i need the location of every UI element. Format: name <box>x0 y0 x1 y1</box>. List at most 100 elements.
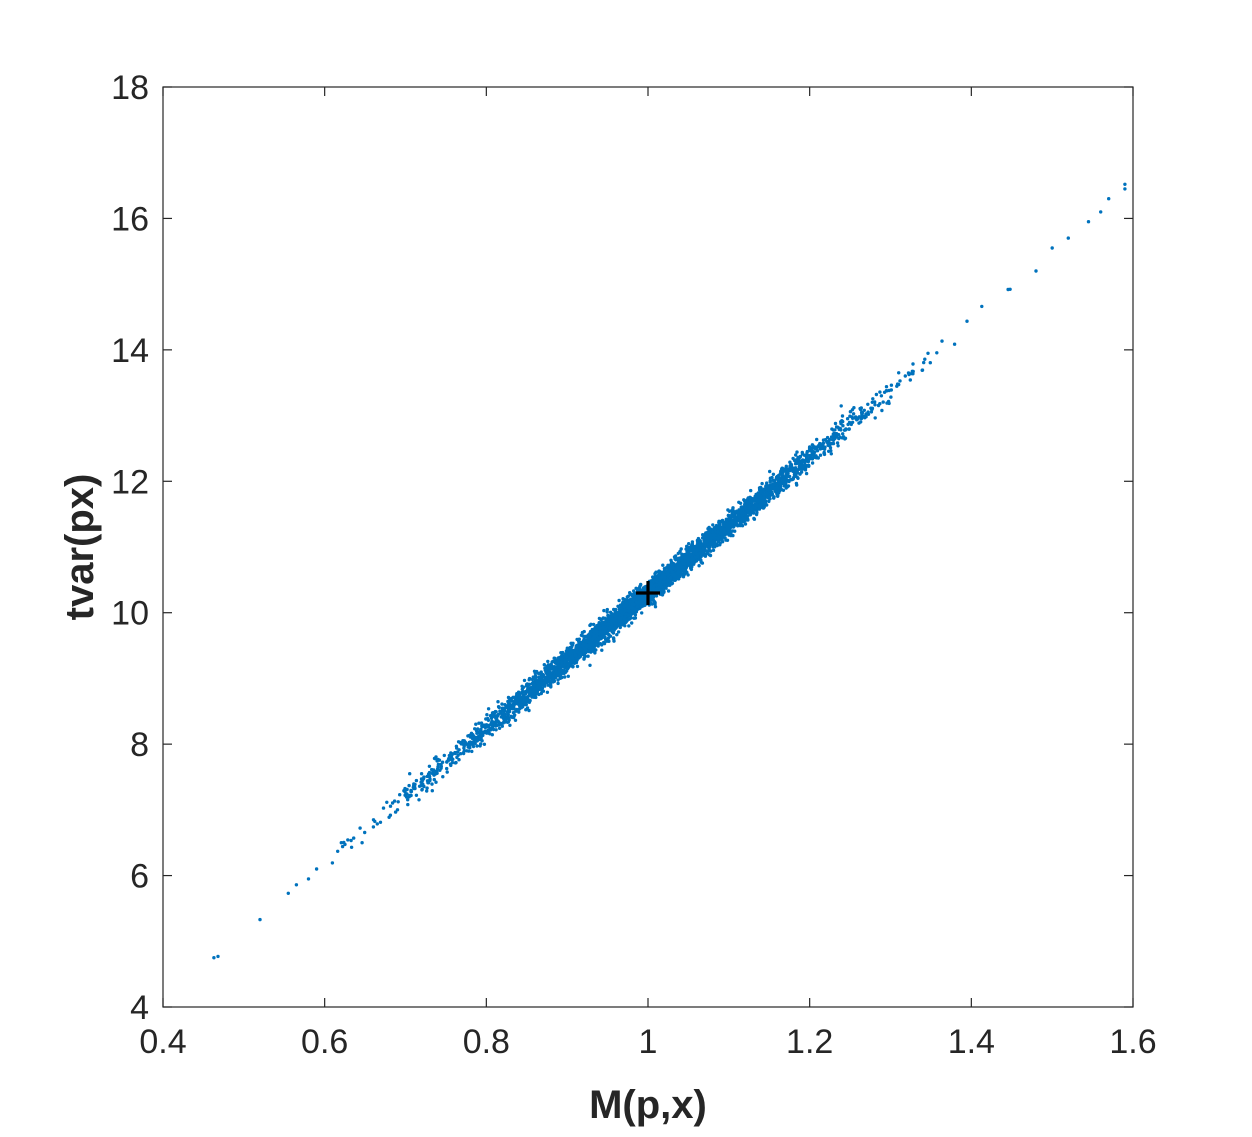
scatter-point <box>440 760 445 764</box>
scatter-point <box>812 455 817 459</box>
scatter-point <box>630 605 634 610</box>
scatter-point <box>387 815 391 819</box>
scatter-point <box>395 808 400 812</box>
scatter-point <box>798 467 802 471</box>
scatter-point <box>511 711 516 715</box>
scatter-point <box>506 695 511 700</box>
scatter-point <box>479 742 483 746</box>
scatter-point <box>693 560 697 564</box>
scatter-point <box>475 739 479 743</box>
scatter-point <box>579 633 584 637</box>
scatter-point <box>531 689 536 694</box>
scatter-point <box>612 607 616 612</box>
scatter-point <box>500 706 505 710</box>
scatter-point <box>603 622 608 626</box>
scatter-point <box>371 825 376 829</box>
scatter-point <box>455 746 459 750</box>
scatter-point <box>677 558 681 562</box>
scatter-point <box>525 695 530 699</box>
scatter-point <box>340 844 345 849</box>
scatter-point <box>828 446 833 450</box>
scatter-point <box>775 477 779 481</box>
scatter-point <box>456 753 460 757</box>
scatter-point <box>406 798 410 802</box>
scatter-point <box>478 737 482 742</box>
scatter-point <box>439 766 443 770</box>
scatter-point <box>632 602 636 607</box>
scatter-point <box>396 800 400 804</box>
scatter-point <box>442 753 446 758</box>
scatter-point <box>593 634 597 638</box>
scatter-point <box>216 954 220 959</box>
scatter-point <box>627 608 631 613</box>
scatter-point <box>258 917 262 922</box>
scatter-point <box>510 703 514 707</box>
scatter-point <box>499 710 503 714</box>
scatter-point <box>417 784 422 788</box>
scatter-point <box>610 630 614 634</box>
scatter-point <box>697 564 701 568</box>
scatter-point <box>336 849 340 853</box>
scatter-point <box>409 789 413 794</box>
scatter-point <box>869 410 874 414</box>
scatter-point <box>314 867 319 871</box>
scatter-point <box>484 723 489 727</box>
scatter-point <box>349 838 353 843</box>
axis-ticks <box>162 86 1134 1008</box>
scatter-point <box>696 539 700 543</box>
scatter-point <box>556 671 561 675</box>
scatter-point <box>654 587 659 591</box>
scatter-point <box>492 721 496 725</box>
scatter-point <box>726 513 731 518</box>
scatter-point <box>617 598 621 603</box>
scatter-point <box>712 527 717 531</box>
scatter-point <box>677 577 681 581</box>
scatter-point <box>850 420 855 424</box>
scatter-point <box>831 428 836 432</box>
scatter-point <box>662 577 666 581</box>
scatter-point <box>810 461 815 465</box>
scatter-point <box>674 574 678 578</box>
scatter-point <box>1008 287 1012 291</box>
scatter-point <box>786 468 791 472</box>
scatter-point <box>800 465 805 469</box>
scatter-point <box>623 604 627 608</box>
scatter-point <box>509 715 514 719</box>
scatter-point <box>721 521 726 526</box>
scatter-point <box>749 499 754 504</box>
scatter-point <box>606 613 611 618</box>
scatter-point <box>666 578 671 583</box>
scatter-point <box>772 496 776 500</box>
scatter-point <box>526 684 530 688</box>
scatter-point <box>767 494 772 498</box>
y-tick-label: 6 <box>130 858 149 896</box>
scatter-point <box>689 553 693 557</box>
scatter-point <box>537 675 541 679</box>
scatter-point <box>651 575 655 579</box>
scatter-point <box>845 417 850 421</box>
scatter-point <box>531 692 536 696</box>
scatter-point <box>749 488 753 493</box>
scatter-point <box>686 555 691 559</box>
scatter-point <box>606 629 610 633</box>
scatter-point <box>680 557 684 561</box>
scatter-point <box>542 681 546 685</box>
scatter-point <box>548 682 553 686</box>
scatter-point <box>690 565 694 569</box>
scatter-point <box>566 674 570 678</box>
scatter-point <box>884 389 889 393</box>
scatter-point <box>494 714 498 718</box>
scatter-point <box>736 524 740 528</box>
scatter-point <box>794 453 798 457</box>
scatter-point <box>759 494 763 498</box>
scatter-point <box>708 553 713 558</box>
scatter-point <box>537 683 541 687</box>
scatter-point <box>513 718 518 722</box>
scatter-point <box>680 565 684 569</box>
scatter-point <box>676 551 680 556</box>
scatter-point <box>352 836 356 840</box>
scatter-point <box>467 749 471 753</box>
scatter-point <box>544 681 549 685</box>
scatter-point <box>676 570 681 574</box>
scatter-point <box>908 378 912 382</box>
